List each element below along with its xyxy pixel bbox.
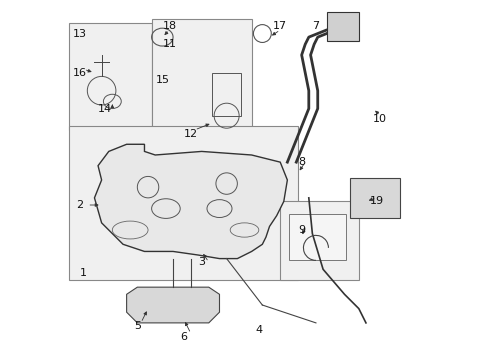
Text: 6: 6 [180,332,187,342]
Text: 13: 13 [73,28,87,39]
Text: 8: 8 [298,157,305,167]
Text: 12: 12 [183,129,198,139]
Text: 16: 16 [73,68,87,78]
FancyBboxPatch shape [151,19,251,144]
Text: 11: 11 [162,39,176,49]
Text: 17: 17 [273,21,286,31]
Bar [212,73,241,116]
FancyBboxPatch shape [280,202,358,280]
Text: 15: 15 [155,75,169,85]
Text: 3: 3 [198,257,204,267]
FancyBboxPatch shape [349,178,399,217]
Text: 10: 10 [372,114,386,124]
Text: 19: 19 [369,197,383,206]
Text: 4: 4 [255,325,262,335]
FancyBboxPatch shape [288,214,346,260]
FancyBboxPatch shape [69,126,298,280]
FancyBboxPatch shape [69,23,151,130]
Text: 1: 1 [80,268,87,278]
Bar [326,12,358,41]
Text: 9: 9 [298,225,305,235]
Text: 7: 7 [312,21,319,31]
Text: 18: 18 [162,21,176,31]
Polygon shape [126,287,219,323]
Polygon shape [94,144,287,258]
Text: 5: 5 [134,321,141,332]
Text: 14: 14 [98,104,112,113]
Text: 2: 2 [77,200,83,210]
